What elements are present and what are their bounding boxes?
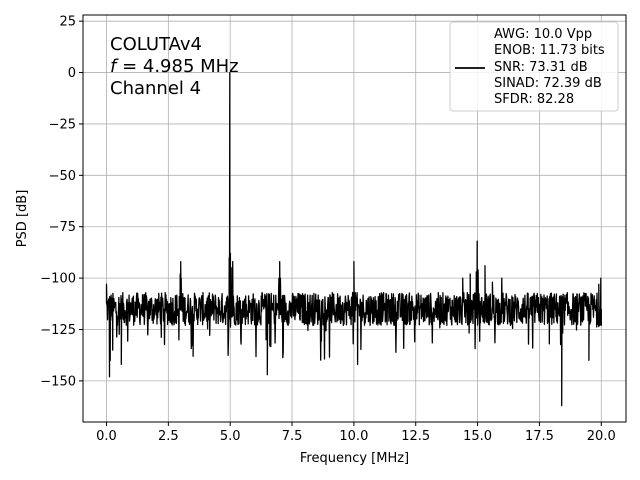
x-axis: 0.0 2.5 5.0 7.5 10.0 12.5 15.0 17.5 20.0 — [96, 422, 616, 444]
annotation-frequency-value: = 4.985 MHz — [116, 56, 238, 77]
annotation-frequency-symbol: f — [110, 56, 119, 77]
plot-area — [105, 71, 602, 407]
x-tick-label: 20.0 — [587, 429, 616, 444]
legend-snr: SNR: 73.31 dB — [494, 60, 588, 75]
x-tick-label: 2.5 — [158, 429, 179, 444]
y-tick-label: −75 — [49, 220, 76, 235]
annotation-box: COLUTAv4 f = 4.985 MHz Channel 4 — [110, 34, 239, 99]
y-tick-label: −100 — [40, 272, 76, 287]
x-tick-label: 17.5 — [525, 429, 554, 444]
y-tick-label: −125 — [40, 323, 76, 338]
y-tick-label: −150 — [40, 374, 76, 389]
annotation-frequency: f = 4.985 MHz — [110, 56, 239, 77]
legend-box — [449, 21, 619, 112]
x-tick-label: 12.5 — [401, 429, 430, 444]
x-tick-label: 0.0 — [96, 429, 117, 444]
annotation-channel: Channel 4 — [110, 78, 201, 99]
legend: AWG: 10.0 Vpp ENOB: 11.73 bits SNR: 73.3… — [449, 21, 619, 112]
y-axis: 25 0 −25 −50 −75 −100 −125 −150 — [40, 15, 83, 389]
legend-enob: ENOB: 11.73 bits — [494, 43, 605, 58]
x-tick-label: 7.5 — [282, 429, 303, 444]
legend-awg: AWG: 10.0 Vpp — [494, 27, 592, 42]
y-tick-label: −25 — [49, 117, 76, 132]
x-tick-label: 10.0 — [339, 429, 368, 444]
x-axis-label: Frequency [MHz] — [300, 451, 409, 466]
x-tick-label: 5.0 — [220, 429, 241, 444]
axes-frame — [82, 14, 627, 423]
y-axis-label: PSD [dB] — [15, 190, 30, 248]
legend-sinad: SINAD: 72.39 dB — [494, 76, 602, 91]
y-tick-label: 0 — [68, 66, 76, 81]
x-tick-label: 15.0 — [463, 429, 492, 444]
annotation-device: COLUTAv4 — [110, 34, 202, 55]
y-tick-label: −50 — [49, 169, 76, 184]
legend-sfdr: SFDR: 82.28 — [494, 92, 574, 107]
psd-series-line — [105, 71, 602, 407]
y-tick-label: 25 — [59, 15, 76, 30]
